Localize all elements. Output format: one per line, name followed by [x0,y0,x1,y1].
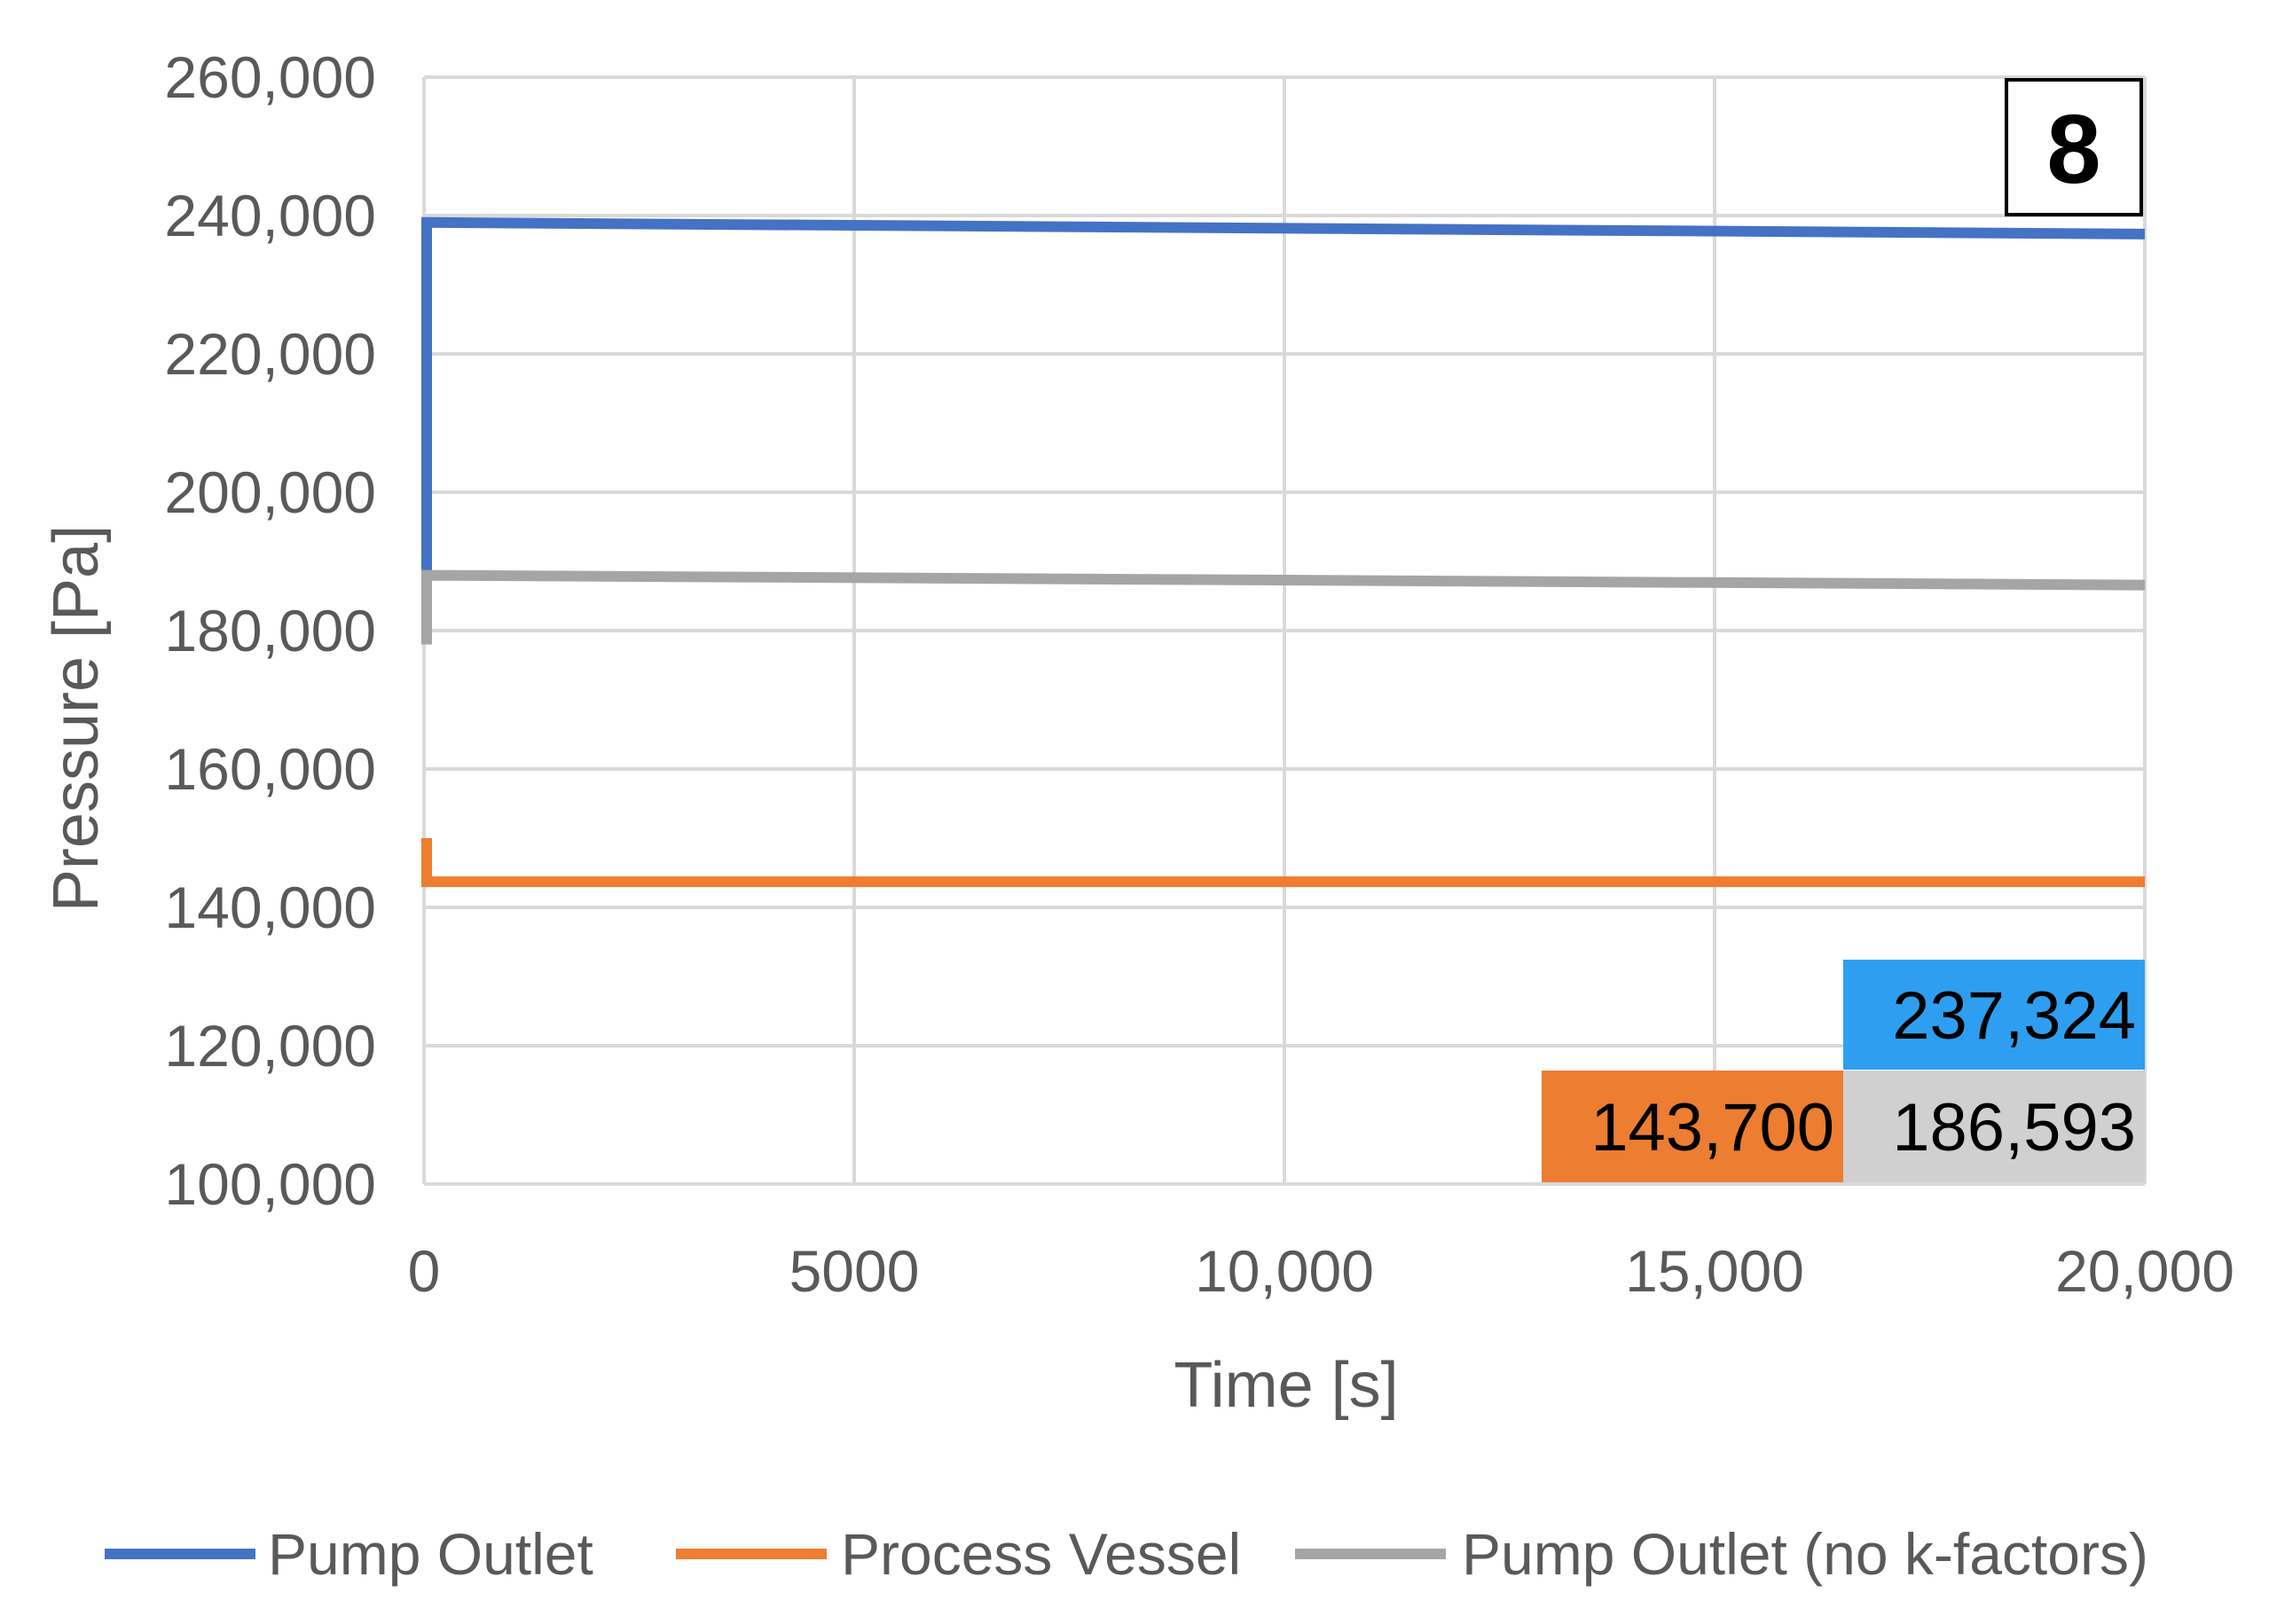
value-box-label: 186,593 [1892,1090,2136,1165]
y-tick-label: 100,000 [164,1151,376,1217]
y-tick-label: 180,000 [164,598,376,663]
x-tick-label: 20,000 [2055,1238,2234,1304]
panel-label: 8 [2046,95,2100,204]
y-tick-label: 200,000 [164,459,376,525]
x-tick-label: 0 [408,1238,441,1304]
series-layer [421,216,2146,888]
series-line-3 [421,569,2146,645]
legend-label: Pump Outlet [268,1521,593,1587]
legend-label: Pump Outlet (no k-factors) [1462,1521,2148,1587]
series-line-1 [421,216,2146,576]
y-tick-label: 120,000 [164,1013,376,1079]
series-line-2 [421,838,2145,888]
y-tick-label: 160,000 [164,736,376,802]
value-boxes: 237,324 143,700 186,593 [1542,960,2145,1182]
y-tick-label: 240,000 [164,183,376,248]
value-box-2 [1542,1071,1843,1182]
y-tick-label: 140,000 [164,875,376,940]
legend-label: Process Vessel [841,1521,1241,1587]
value-box-label: 237,324 [1892,978,2136,1054]
x-axis-title: Time [s] [1174,1350,1398,1421]
x-tick-label: 5000 [789,1238,920,1304]
y-axis-ticks: 100,000 120,000 140,000 160,000 180,000 200,0… [164,44,376,1217]
panel-label-box: 8 [2005,78,2143,216]
value-box-3 [1843,1071,2145,1182]
value-box-label: 143,700 [1590,1090,1834,1165]
x-tick-label: 15,000 [1625,1238,1804,1304]
x-tick-label: 10,000 [1195,1238,1374,1304]
y-axis-title: Pressure [Pa] [41,525,112,912]
value-box-1 [1843,960,2145,1070]
legend: Pump Outlet Process Vessel Pump Outlet (no… [105,1521,2148,1587]
y-tick-label: 260,000 [164,44,376,110]
x-axis-ticks: 0 5000 10,000 15,000 20,000 [408,1238,2234,1304]
y-tick-label: 220,000 [164,321,376,387]
